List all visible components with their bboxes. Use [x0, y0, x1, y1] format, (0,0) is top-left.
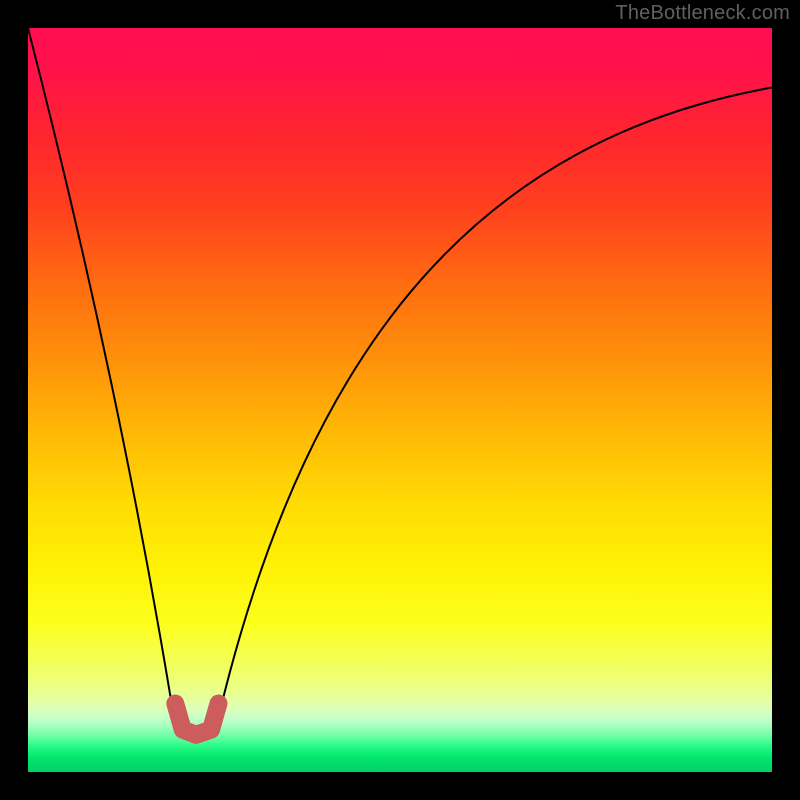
root: TheBottleneck.com: [0, 0, 800, 800]
watermark-text: TheBottleneck.com: [615, 2, 790, 25]
bottleneck-chart: [0, 0, 800, 800]
chart-gradient-background: [28, 28, 772, 772]
